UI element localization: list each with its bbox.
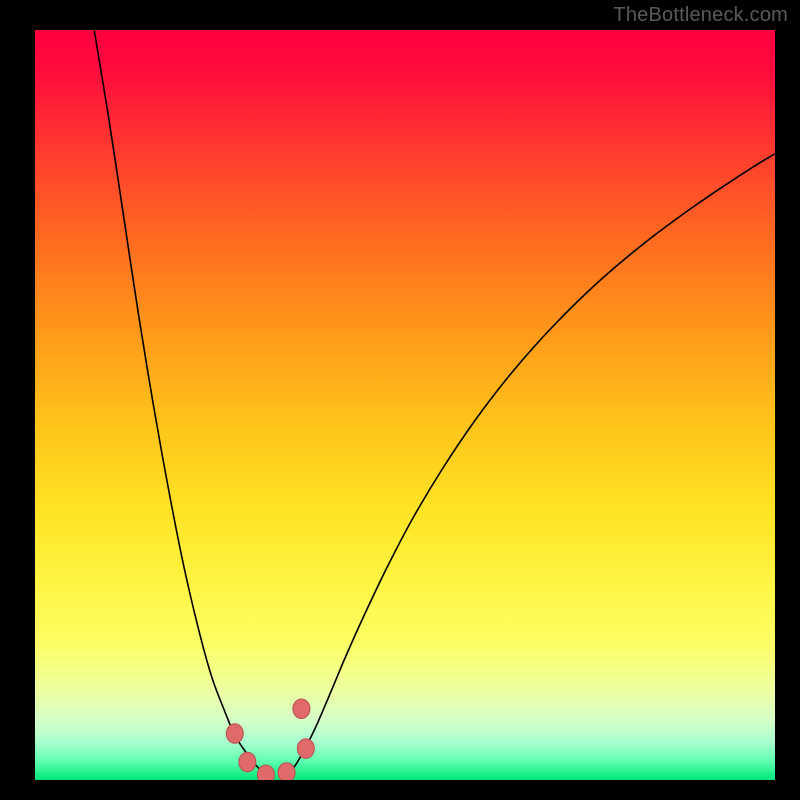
curve-marker (293, 699, 310, 719)
curve-marker (257, 765, 274, 780)
bottleneck-curve (287, 154, 775, 776)
figure-root: TheBottleneck.com (0, 0, 800, 800)
bottleneck-curve (94, 30, 268, 776)
plot-area (35, 30, 775, 780)
watermark-text: TheBottleneck.com (613, 4, 788, 27)
curve-marker (239, 752, 256, 772)
curve-marker (226, 724, 243, 744)
curve-marker (278, 763, 295, 780)
curve-layer (35, 30, 775, 780)
curve-marker (297, 739, 314, 759)
